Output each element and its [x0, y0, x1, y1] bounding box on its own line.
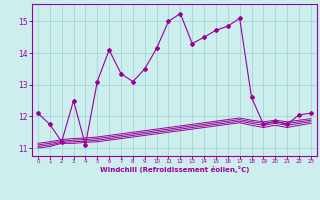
- X-axis label: Windchill (Refroidissement éolien,°C): Windchill (Refroidissement éolien,°C): [100, 166, 249, 173]
